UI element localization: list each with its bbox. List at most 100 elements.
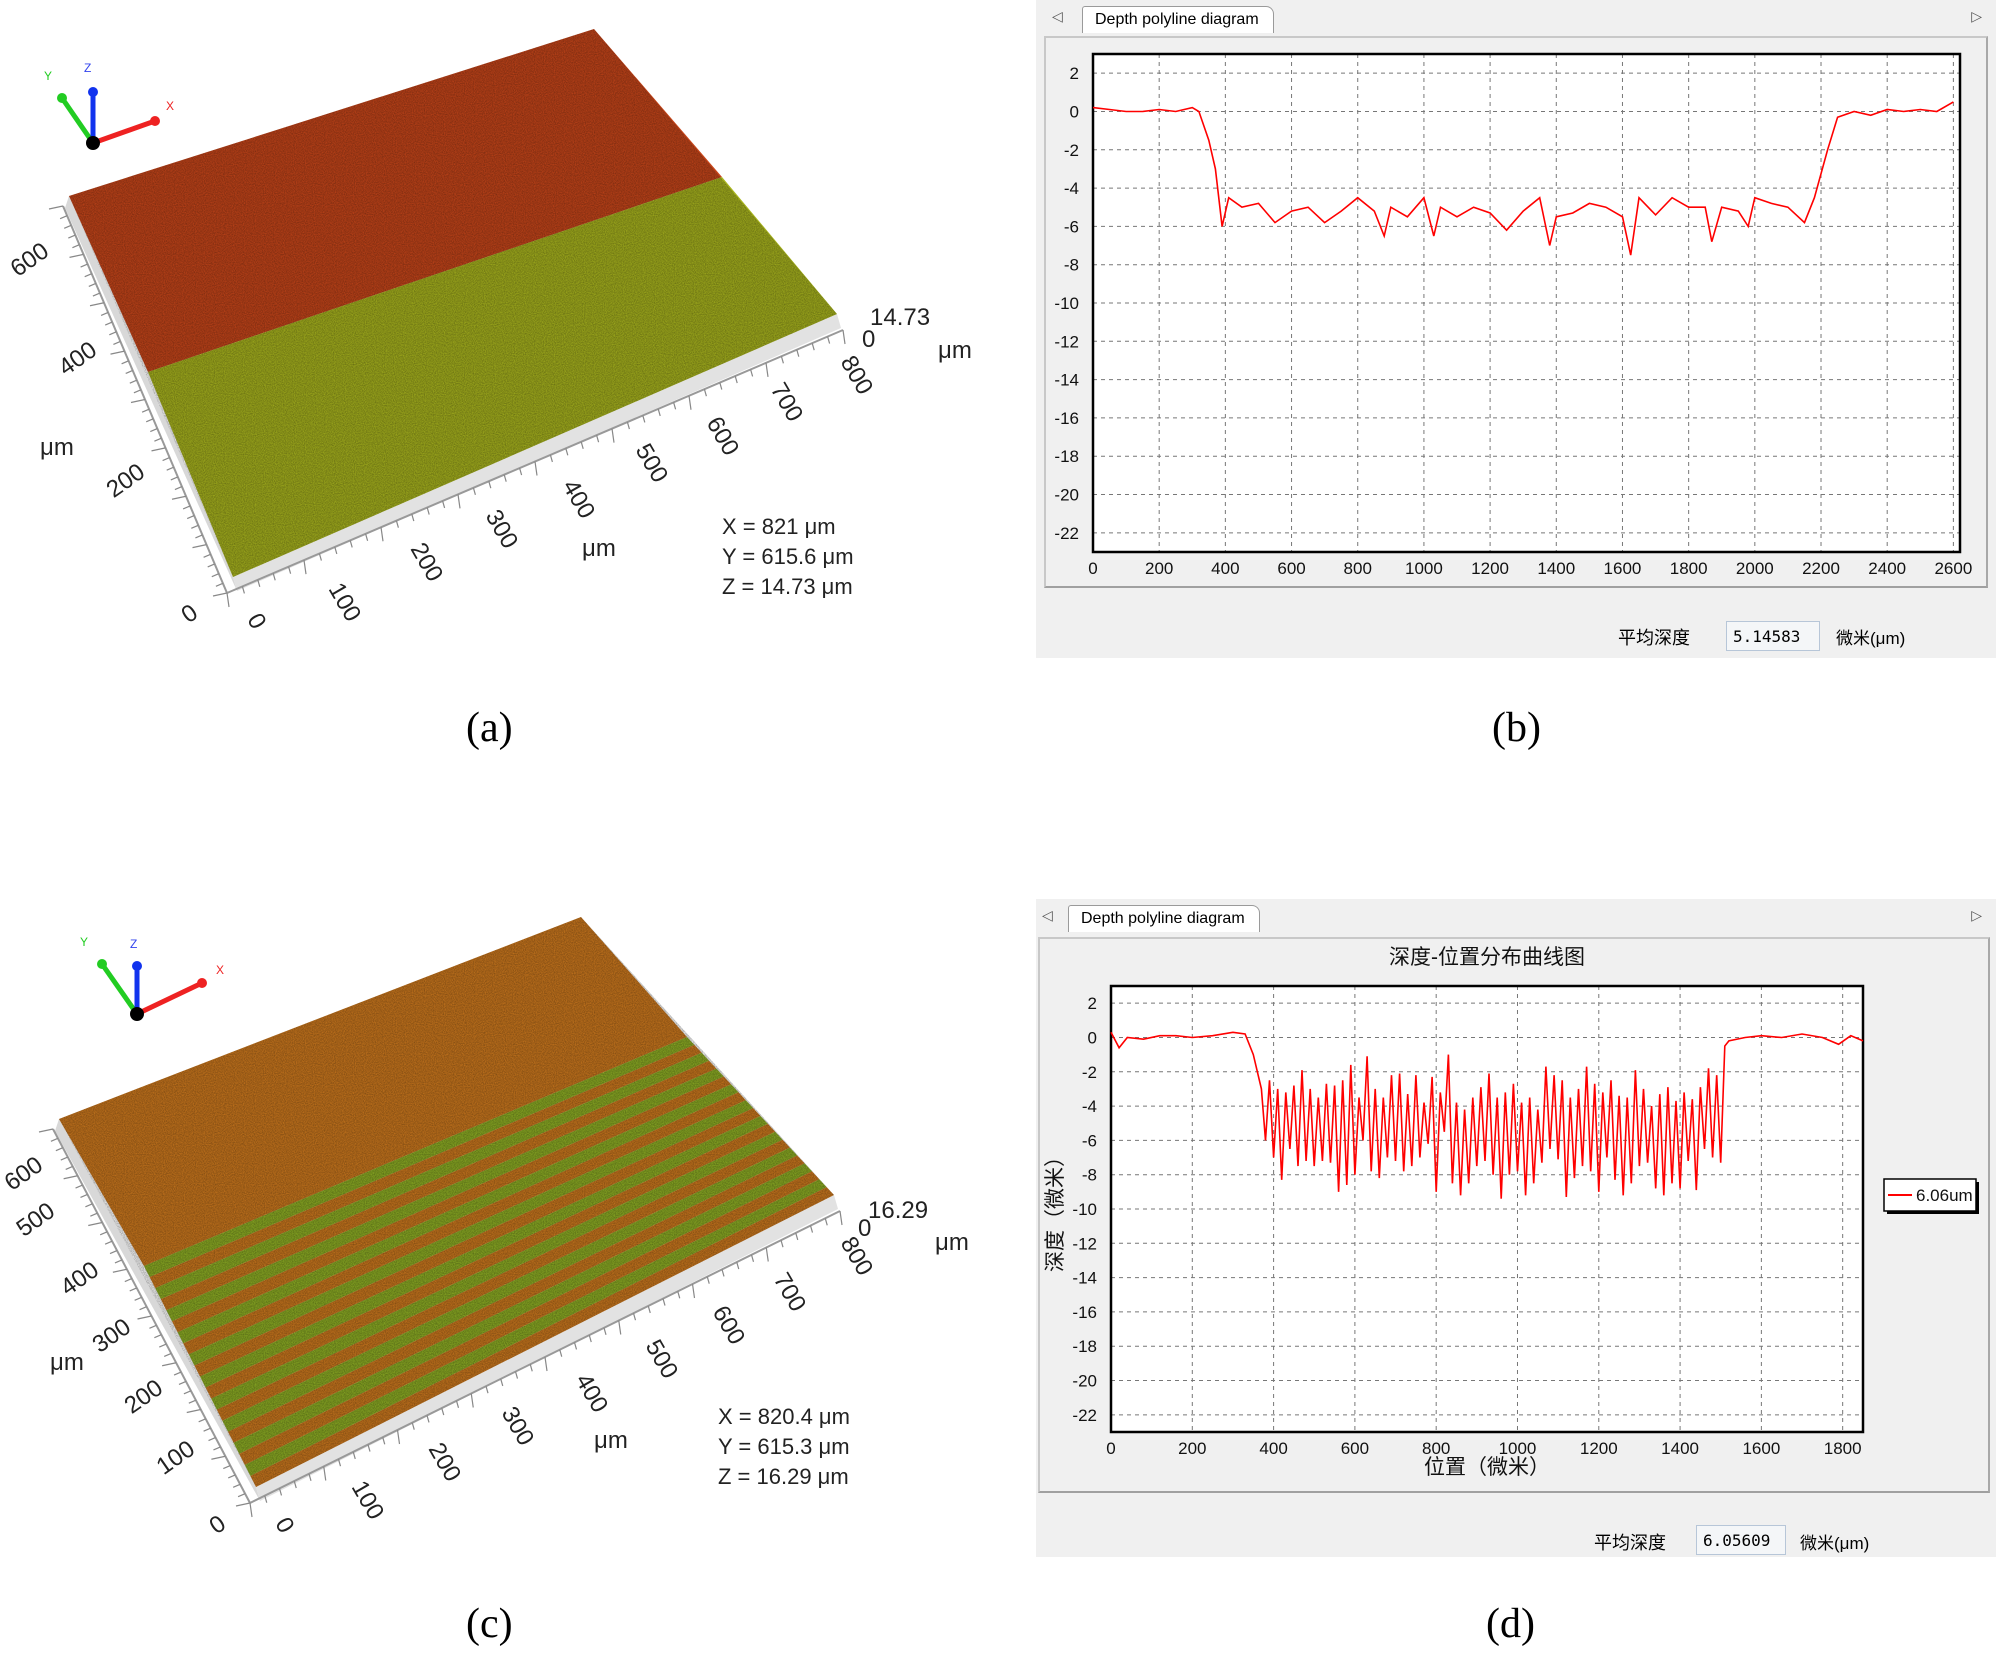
y-tick-label: -16: [1072, 1303, 1097, 1322]
x-tick-mark: [632, 1313, 637, 1321]
z-tick-label: 16.29: [868, 1197, 928, 1224]
avg-depth-field[interactable]: 6.05609: [1696, 1525, 1786, 1555]
plot-border: [1109, 984, 1865, 1434]
tab-bar: ◁ Depth polyline diagram ▷: [1036, 0, 1996, 34]
x-tick-label: 200: [1145, 559, 1173, 578]
x-tick-mark: [441, 1407, 445, 1416]
x-tick-mark: [442, 500, 446, 509]
x-tick-mark: [365, 533, 369, 541]
x-tick-label: 0: [1106, 1439, 1115, 1458]
x-tick-mark: [734, 375, 738, 384]
y-tick-mark: [149, 1324, 157, 1329]
y-tick-mark: [113, 340, 121, 346]
x-tick-label: 600: [701, 412, 744, 460]
y-tick-label: 500: [12, 1197, 60, 1242]
x-tick-mark: [611, 428, 615, 443]
x-tick-label: 1600: [1742, 1439, 1780, 1458]
x-tick-mark: [549, 454, 553, 463]
x-tick-mark: [455, 1400, 460, 1408]
x-tick-mark: [795, 1232, 799, 1241]
x-tick-label: 200: [423, 1438, 466, 1486]
x-tick-mark: [603, 1327, 607, 1335]
x-tick-label: 800: [835, 1232, 878, 1280]
x-tick-label: 600: [1341, 1439, 1369, 1458]
y-tick-mark: [173, 1371, 182, 1376]
x-tick-mark: [308, 1473, 312, 1481]
y-tick-mark: [69, 253, 84, 258]
x-tick-mark: [470, 1393, 474, 1408]
x-tick-label: 400: [1259, 1439, 1287, 1458]
x-tick-mark: [411, 1422, 415, 1430]
x-tick-mark: [337, 1459, 342, 1467]
y-tick-mark: [112, 1268, 128, 1273]
x-tick-label: 2600: [1934, 559, 1972, 578]
x-tick-label: 500: [640, 1335, 683, 1383]
scroll-right-icon[interactable]: ▷: [1971, 8, 1982, 24]
x-tick-mark: [349, 540, 353, 548]
x-tick-mark: [642, 415, 646, 423]
y-tick-mark: [104, 321, 113, 326]
z-unit-label: μm: [938, 337, 972, 364]
y-tick-mark: [182, 505, 191, 510]
surface-side: [233, 314, 841, 591]
y-tick-mark: [137, 1315, 152, 1320]
y-tick-label: 0: [204, 1510, 230, 1540]
x-tick-mark: [241, 586, 245, 594]
chart-title: 深度-位置分布曲线图: [1389, 946, 1585, 969]
y-tick-mark: [237, 1493, 246, 1498]
y-tick-mark: [183, 1390, 192, 1395]
y-tick-mark: [208, 1436, 216, 1442]
y-tick-mark: [60, 1156, 69, 1161]
y-tick-mark: [207, 563, 215, 568]
y-tick-label: -18: [1072, 1337, 1097, 1356]
y-tick-mark: [191, 524, 199, 529]
x-tick-mark: [824, 1218, 828, 1226]
x-tick-mark: [719, 382, 723, 390]
x-tick-label: 0: [241, 609, 271, 634]
x-tick-label: 300: [496, 1402, 539, 1450]
y-tick-mark: [186, 515, 195, 520]
x-tick-label: 1600: [1604, 559, 1642, 578]
y-tick-mark: [171, 495, 187, 500]
y-tick-label: -12: [1054, 332, 1079, 351]
y-tick-mark: [80, 263, 88, 268]
y-tick-mark: [188, 1399, 197, 1404]
scroll-left-icon[interactable]: ◁: [1042, 907, 1053, 923]
y-tick-label: 2: [1070, 64, 1079, 83]
x-tick-mark: [503, 474, 507, 482]
y-tick-mark: [104, 1240, 113, 1245]
y-tick-mark: [223, 1465, 231, 1470]
depth-window-d: ◁ Depth polyline diagram ▷ 0 200 400 600 800…: [1036, 899, 1996, 1557]
surface-texture: [69, 29, 837, 577]
tab-depth-polyline-diagram[interactable]: Depth polyline diagram: [1068, 905, 1260, 932]
y-tick-mark: [154, 437, 162, 442]
scroll-right-icon[interactable]: ▷: [1971, 907, 1982, 923]
x-tick-mark: [426, 507, 430, 515]
avg-depth-field[interactable]: 5.14583: [1726, 621, 1820, 651]
y-tick-mark: [232, 1483, 241, 1488]
y-tick-mark: [203, 553, 211, 558]
dimension-readout: X = 821 μm: [722, 514, 836, 539]
scroll-left-icon[interactable]: ◁: [1052, 8, 1063, 24]
x-tick-mark: [303, 560, 307, 575]
x-tick-mark: [647, 1305, 651, 1314]
x-tick-label: 700: [768, 1268, 811, 1316]
y-tick-mark: [174, 486, 183, 491]
y-tick-mark: [215, 582, 224, 587]
x-tick-mark: [426, 1415, 430, 1423]
x-tick-mark: [514, 1371, 519, 1379]
y-tick-label: -20: [1072, 1372, 1097, 1391]
y-tick-mark: [203, 1427, 211, 1432]
y-tick-mark: [163, 1352, 172, 1357]
x-tick-label: 2400: [1868, 559, 1906, 578]
y-tick-mark: [151, 447, 166, 452]
x-tick-label: 2200: [1802, 559, 1840, 578]
surface-3d-a: Y Z X 600 400 200 0 0 100 200 300 400 500 600 700 800 14…: [6, 29, 972, 634]
tab-depth-polyline-diagram[interactable]: Depth polyline diagram: [1082, 6, 1274, 33]
y-tick-label: -2: [1082, 1063, 1097, 1082]
z-unit-label: μm: [935, 1229, 969, 1256]
x-tick-mark: [288, 566, 292, 574]
surface-texture: [59, 917, 834, 1487]
z-tick-label: 0: [862, 326, 875, 353]
